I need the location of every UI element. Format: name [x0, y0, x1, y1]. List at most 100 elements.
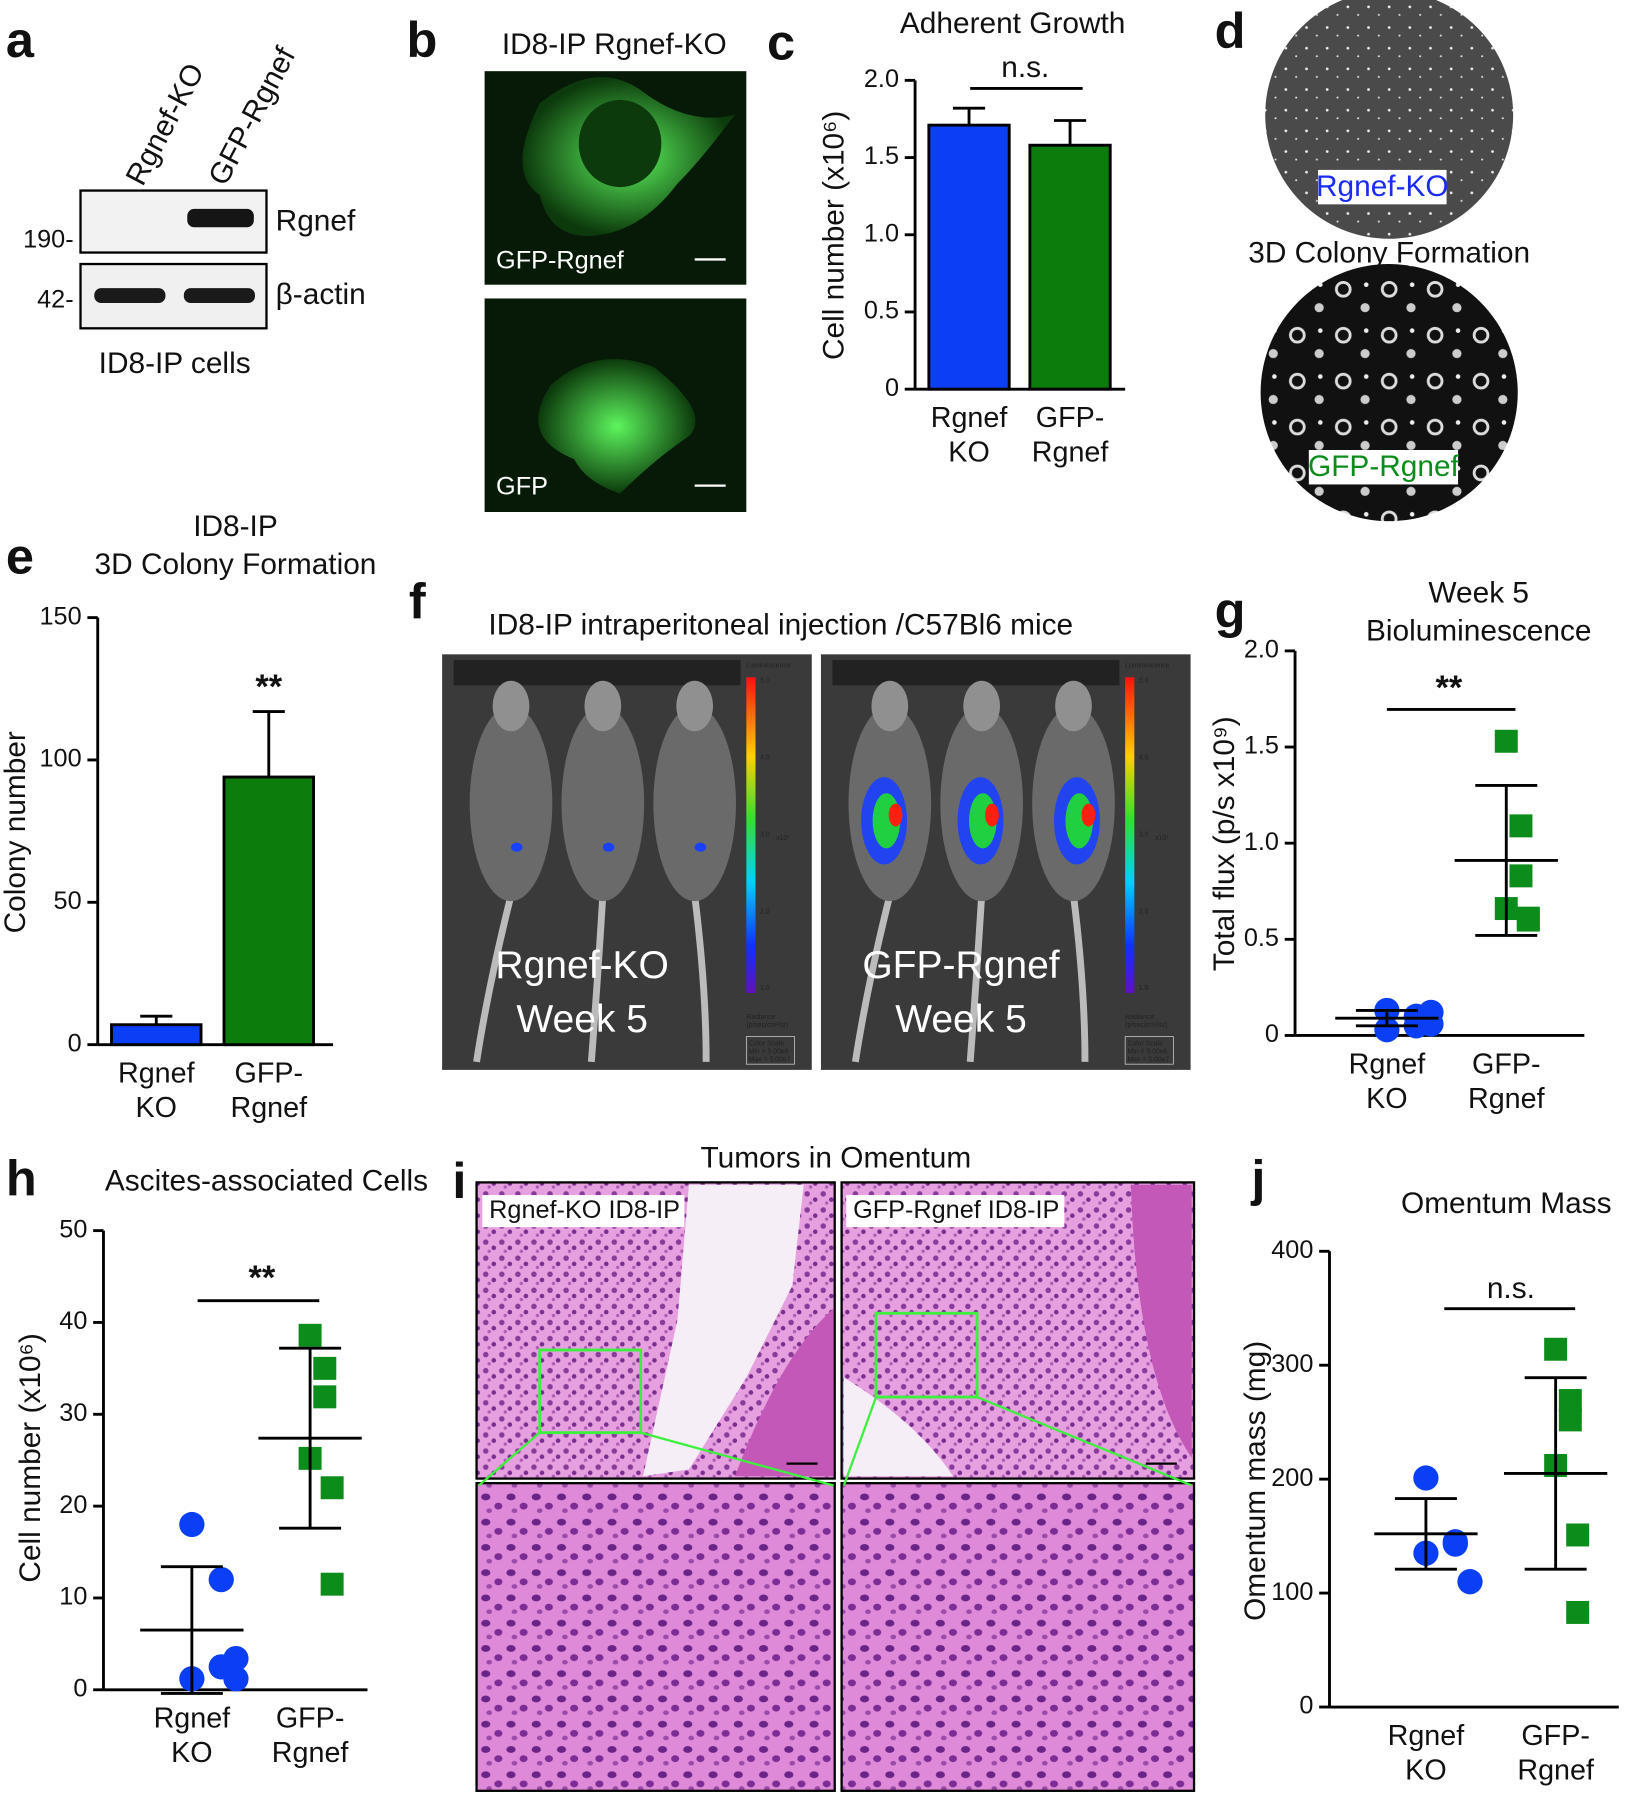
colorbar-tick: 1.0 [760, 985, 770, 992]
panel-letter: a [6, 11, 35, 68]
point [208, 1566, 234, 1593]
mouse-head [584, 680, 622, 732]
x-tick-label: GFP-Rgnef [230, 1057, 308, 1124]
x-tick-label-box: GFP-Rgnef [272, 1702, 349, 1769]
zoom-box [874, 1311, 979, 1399]
histology-image [840, 1482, 1196, 1792]
zoom-line [976, 1396, 1193, 1487]
mouse-tail [587, 895, 607, 1063]
image-label: Rgnef-KO ID8-IP [489, 1196, 680, 1224]
mouse-body [469, 705, 553, 902]
colorbar-unit: x10⁷ [1155, 835, 1169, 842]
panel-title: ID8-IP intraperitoneal injection /C57Bl6… [488, 609, 1073, 642]
colorbar-radiance: (p/sec/cm²/sr) [1125, 1022, 1167, 1029]
colorbar-title: Luminescence [746, 663, 791, 670]
muscle [734, 1308, 834, 1477]
tissue-gap [643, 1184, 804, 1477]
bar [222, 775, 315, 1047]
image-label: Rgnef-KO [1316, 170, 1449, 203]
y-tick-label: 0.5 [864, 297, 899, 325]
image-label: Week 5 [895, 998, 1027, 1041]
zoom-line [478, 1431, 541, 1487]
y-tick-label: 1.0 [864, 219, 899, 247]
scale-max: Max = 5.00e7 [749, 1056, 791, 1063]
y-tick-label: 200 [1271, 1464, 1313, 1492]
point [1558, 1389, 1582, 1413]
colorbar-radiance: Radiance [1125, 1014, 1154, 1021]
point [1566, 1600, 1590, 1624]
y-tick-label: 2.0 [1244, 636, 1279, 664]
chart-subtitle: 3D Colony Formation [95, 548, 377, 581]
label-box [482, 1195, 685, 1228]
x-tick-label-box: GFP-Rgnef [1032, 402, 1109, 469]
y-tick-label: 0.5 [1244, 924, 1279, 952]
point [223, 1645, 249, 1672]
colorbar-tick: 5.0 [760, 678, 770, 685]
colorbar-tick: 5.0 [1139, 678, 1149, 685]
point [1544, 1337, 1568, 1361]
chart-title: Adherent Growth [900, 7, 1125, 40]
x-tick-label: Rgnef KO [117, 1057, 195, 1124]
signal [602, 842, 615, 852]
colorbar-tick: 4.0 [760, 754, 770, 761]
label-box [1318, 169, 1447, 205]
image-label: GFP-Rgnef [862, 944, 1059, 987]
panel-letter: h [6, 1150, 37, 1207]
point [1566, 1523, 1590, 1547]
y-tick-label: 0 [1265, 1020, 1279, 1048]
colorbar-tick: 3.0 [760, 831, 770, 838]
imaging-group: Luminescence 5.0 4.0 3.0 2.0 1.0 x10⁷ Radiance(… [442, 654, 1191, 1070]
scale-min: Min = 5.00e6 [749, 1048, 789, 1055]
panel-letter: b [407, 11, 438, 68]
annotation: ** [248, 1259, 275, 1297]
annotation: ** [255, 668, 282, 706]
mouse-body [653, 705, 736, 902]
point [1374, 1017, 1400, 1043]
y-axis-label: Total flux (p/s x10⁹) [1208, 716, 1241, 971]
scale-label: Color Scale [749, 1040, 785, 1047]
annotation: n.s. [1001, 51, 1049, 84]
panel-letter: f [409, 572, 426, 629]
bar [1028, 143, 1112, 391]
chart-title: Omentum Mass [1401, 1187, 1612, 1220]
mouse-tail [691, 894, 710, 1062]
signal [985, 803, 999, 827]
scale-max: Max = 5.00e7 [1127, 1056, 1169, 1063]
point [1418, 999, 1444, 1026]
scale-box [745, 1036, 795, 1065]
y-tick-label: 100 [1271, 1578, 1313, 1606]
y-tick-label: 1.5 [1244, 732, 1279, 760]
band-label: β-actin [276, 278, 366, 311]
x-tick-label: Rgnef KO [930, 401, 1008, 469]
panel-title: ID8-IP Rgnef-KO [502, 28, 727, 61]
image-label: Rgnef-KO [495, 944, 668, 987]
tissue-gap [843, 1377, 953, 1477]
zoom-box [538, 1348, 643, 1435]
muscle [1130, 1184, 1192, 1458]
band [183, 288, 255, 304]
image-label: Week 5 [516, 998, 648, 1041]
x-tick-label-box: Rgnef KO [153, 1702, 231, 1770]
caption: ID8-IP cells [99, 347, 251, 380]
colorbar-tick: 2.0 [1139, 908, 1149, 915]
y-axis-label: Colony number [0, 731, 32, 933]
signal [510, 842, 523, 852]
x-tick-label-box: GFP-Rgnef [1468, 1048, 1545, 1115]
x-tick-label-box: GFP-Rgnef [1517, 1720, 1594, 1787]
x-tick-label-box: Rgnef KO [117, 1057, 195, 1124]
colorbar [746, 677, 756, 993]
image-label: GFP [496, 473, 548, 501]
panel-letter: j [1250, 1150, 1265, 1207]
marker-label: 42- [37, 285, 74, 313]
colorbar-tick: 3.0 [1139, 831, 1149, 838]
panel-letter: g [1215, 582, 1246, 639]
scale-label: Color Scale [1127, 1040, 1163, 1047]
y-tick-label: 100 [40, 745, 82, 773]
band [94, 288, 166, 304]
image-label: GFP-Rgnef [1308, 450, 1460, 483]
point [179, 1511, 205, 1538]
x-tick-label-box: Rgnef KO [930, 401, 1008, 469]
x-tick-label-box: Rgnef KO [1349, 1048, 1426, 1115]
x-tick-label: Rgnef KO [153, 1702, 231, 1770]
